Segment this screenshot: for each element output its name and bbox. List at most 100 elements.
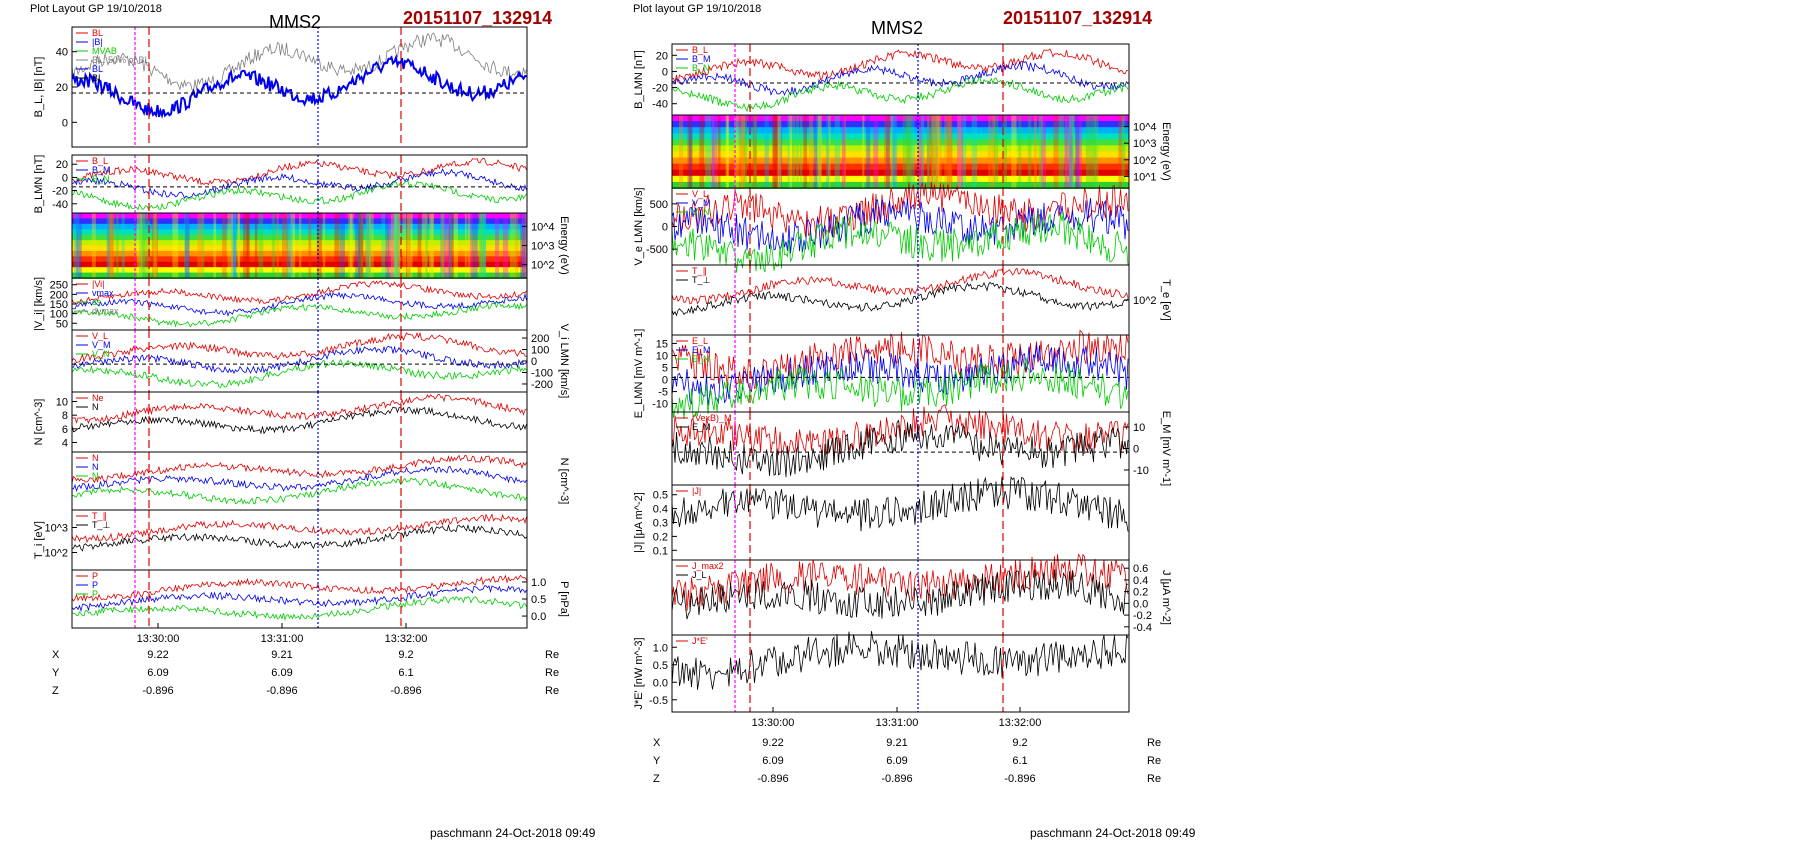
panel-1-5: 10 0 -10 E_M [mV m^-1] (VexB)_ME_M xyxy=(671,404,1172,486)
y-axis-label: P [nPa] xyxy=(558,581,570,617)
ephemeris-value: 6.09 xyxy=(762,755,783,767)
legend-label: Ne xyxy=(92,393,104,403)
panel-data xyxy=(72,394,527,435)
spectrogram-streak xyxy=(886,115,890,188)
y-tick-label: 10^2 xyxy=(531,260,555,272)
layout-caption-right: Plot layout GP 19/10/2018 xyxy=(633,3,761,15)
series-line xyxy=(72,280,527,305)
spectrogram-band xyxy=(72,250,527,258)
spectrogram-streak xyxy=(828,115,831,188)
spectrogram-streak xyxy=(258,213,264,278)
ephemeris-value: 9.22 xyxy=(147,649,168,661)
footer-right: paschmann 24-Oct-2018 09:49 xyxy=(1030,826,1196,840)
series-line xyxy=(72,331,527,363)
series-line xyxy=(672,569,1129,620)
spectrogram-streak xyxy=(322,213,326,278)
spectrogram-streak xyxy=(428,213,435,278)
ephemeris-value: 6.1 xyxy=(398,667,413,679)
panel-data xyxy=(672,267,1129,317)
y-tick-label: 10^4 xyxy=(531,221,555,233)
spectrogram-streak xyxy=(136,213,143,278)
spectrogram-band xyxy=(72,261,527,269)
legend-label: B_L xyxy=(692,45,708,55)
spectrogram-streak xyxy=(422,213,428,278)
panel-data xyxy=(672,553,1129,620)
spectrogram-band xyxy=(672,181,1129,189)
spectrogram-streak xyxy=(809,115,814,188)
spectrogram-band xyxy=(72,213,527,220)
spectrogram-streak xyxy=(402,213,407,278)
spectrogram-band xyxy=(72,234,527,242)
spectrogram-streak xyxy=(395,213,401,278)
y-tick-label: 10 xyxy=(656,350,668,362)
spectrogram-streak xyxy=(479,213,485,278)
ephemeris-value: -0.896 xyxy=(757,773,788,785)
spectrogram-streak xyxy=(74,213,80,278)
spectrogram-streak xyxy=(1075,115,1080,188)
series-line xyxy=(672,476,1129,532)
y-axis-label: T_e [eV] xyxy=(1160,279,1172,321)
spectrogram-streak xyxy=(407,213,413,278)
spectrogram-streak xyxy=(237,213,241,278)
spectrogram-streak xyxy=(1064,115,1070,188)
spectrogram-streak xyxy=(388,213,394,278)
spectrogram-streak xyxy=(738,115,745,188)
ephemeris-value: -0.896 xyxy=(266,685,297,697)
spectrogram-streak xyxy=(246,213,250,278)
y-tick-label: -20 xyxy=(52,186,68,198)
spectrogram-streak xyxy=(172,213,179,278)
spectrogram-streak xyxy=(472,213,478,278)
spectrogram-streak xyxy=(237,213,240,278)
spectrogram-streak xyxy=(971,115,978,188)
spectrogram-streak xyxy=(699,115,705,188)
spectrogram-streak xyxy=(393,213,399,278)
spectrogram-streak xyxy=(107,213,114,278)
y-tick-label: 1.0 xyxy=(653,642,668,654)
panel-0-7: 10^3 10^2T_i [eV] T_∥T_⊥ xyxy=(33,509,528,571)
legend-label: N xyxy=(92,471,99,481)
spectrogram-streak xyxy=(926,115,933,188)
panel-data xyxy=(672,182,1129,273)
layout-caption-left: Plot Layout GP 19/10/2018 xyxy=(30,3,162,15)
spectrogram-streak xyxy=(357,213,364,278)
series-line xyxy=(672,419,1129,478)
spectrogram-streak xyxy=(920,115,925,188)
spectrogram-streak xyxy=(430,213,434,278)
y-tick-label: 1.0 xyxy=(531,577,546,589)
y-tick-label: 15 xyxy=(656,338,668,350)
y-tick-label: 0 xyxy=(662,222,668,234)
y-tick-label: 0.3 xyxy=(653,518,668,530)
series-line xyxy=(72,465,527,493)
series-line xyxy=(72,477,527,505)
ephemeris-unit: Re xyxy=(545,667,559,679)
y-axis-label: N [cm^-3] xyxy=(33,399,45,446)
spectrogram-streak xyxy=(1069,115,1076,188)
x-tick-label: 13:30:00 xyxy=(137,633,180,645)
y-tick-label: 0.5 xyxy=(653,490,668,502)
y-tick-label: 0.0 xyxy=(653,677,668,689)
y-tick-label: 40 xyxy=(56,47,68,59)
y-axis-label: |J| [μA m^-2] xyxy=(633,492,645,553)
spectrogram-streak xyxy=(286,213,293,278)
spectrogram-band xyxy=(672,169,1129,177)
y-tick-label: 10^4 xyxy=(1133,122,1157,134)
series-line xyxy=(72,358,527,389)
spectrogram-streak xyxy=(796,115,799,188)
panel-0-8: 1.0 0.5 0.0 P [nPa] PPP xyxy=(71,569,570,629)
y-axis-label: Energy (eV) xyxy=(558,216,570,275)
spectrogram-streak xyxy=(106,213,110,278)
panel-frame xyxy=(671,559,1130,636)
x-tick-label: 13:30:00 xyxy=(752,717,795,729)
legend-label: V_M xyxy=(92,340,111,350)
y-tick-label: 6 xyxy=(62,424,68,436)
y-tick-label: 0.2 xyxy=(653,531,668,543)
panel-1-3: 10^2 T_e [eV] T_∥T_⊥ xyxy=(671,264,1172,336)
ephemeris-unit: Re xyxy=(1147,773,1161,785)
y-tick-label: 200 xyxy=(50,289,68,301)
spectrogram-streak xyxy=(348,213,352,278)
y-tick-label: 10^2 xyxy=(1133,295,1157,307)
y-tick-label: 50 xyxy=(56,318,68,330)
legend-label: J_max2 xyxy=(692,561,724,571)
spectrogram-streak xyxy=(334,213,340,278)
legend-label: V_L xyxy=(92,331,108,341)
